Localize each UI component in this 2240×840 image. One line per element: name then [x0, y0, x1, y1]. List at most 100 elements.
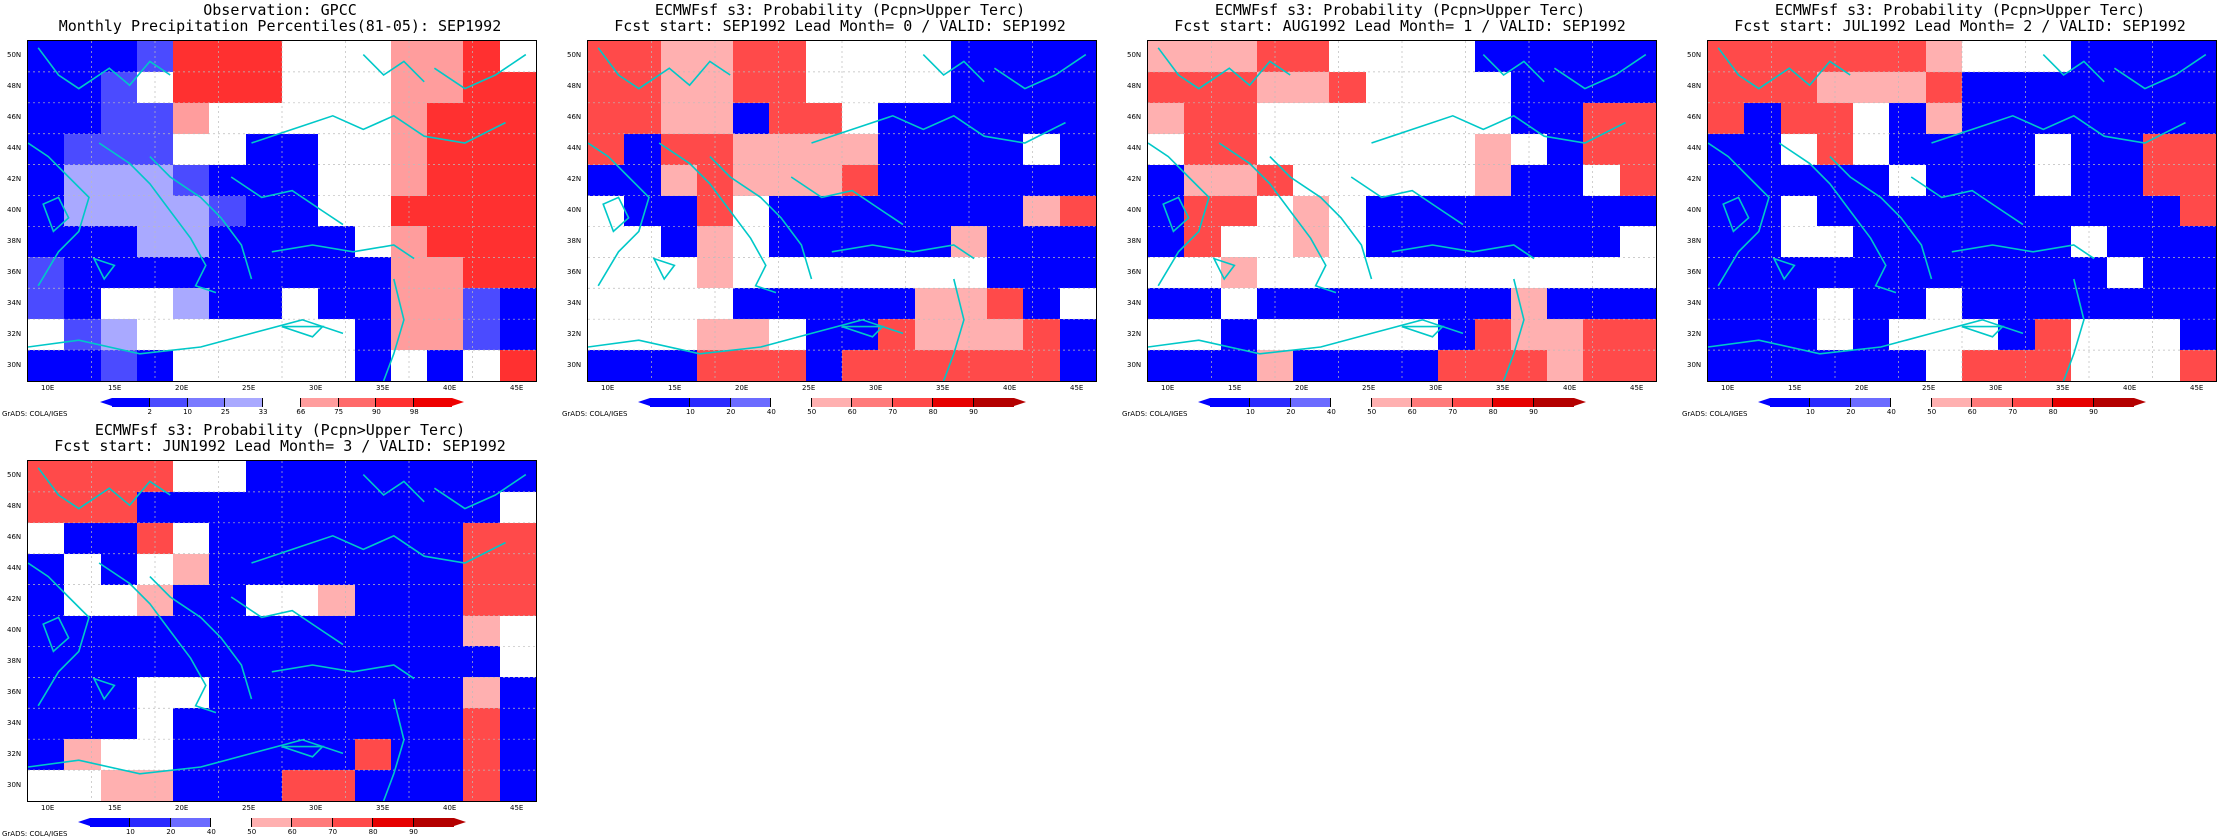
grid-cell	[427, 257, 464, 289]
grid-cell	[245, 195, 283, 227]
grid-cell	[28, 491, 65, 524]
grid-cell	[390, 350, 428, 381]
colorbar-label: 25	[220, 408, 230, 416]
grid-cell	[1365, 195, 1403, 227]
grid-cell	[588, 350, 625, 381]
grid-cell	[1780, 226, 1818, 258]
grid-cell	[1583, 288, 1621, 320]
coastline	[2113, 53, 2207, 90]
colorbar-segment	[1210, 398, 1251, 407]
grid-cell	[1547, 102, 1584, 135]
grid-cell	[209, 71, 247, 104]
grid-cell	[660, 164, 698, 197]
grid-cell	[318, 677, 356, 709]
grid-cell	[499, 226, 536, 258]
grid-cell	[209, 553, 247, 586]
grid-cell	[1438, 71, 1476, 104]
grid-cell	[2107, 257, 2144, 289]
grid-cell	[769, 41, 807, 73]
grid-cell	[1474, 195, 1512, 227]
grid-cell	[2070, 164, 2108, 197]
colorbar-segment	[292, 818, 333, 827]
colorbar-segment	[414, 398, 452, 407]
grid-cell	[660, 350, 698, 381]
grid-cell	[173, 553, 210, 586]
colorbar-label: 50	[1367, 408, 1377, 416]
grid-cell	[463, 133, 501, 166]
grid-cell	[100, 708, 138, 740]
grid-cell	[463, 71, 501, 104]
coastline	[1218, 142, 1337, 294]
grid-cell	[1438, 164, 1476, 197]
grid-cell	[987, 288, 1024, 320]
grid-cell	[1474, 319, 1512, 351]
grid-cell	[173, 461, 210, 493]
grid-cell	[2143, 257, 2181, 289]
grid-cell	[987, 257, 1024, 289]
grid-cell	[1547, 257, 1584, 289]
grid-cell	[1816, 133, 1854, 166]
grid-cell	[427, 319, 464, 351]
grid-cell	[209, 257, 247, 289]
grid-cell	[1329, 41, 1367, 73]
lat-label: 40N	[1127, 206, 1142, 214]
grid-cell	[1365, 319, 1403, 351]
colorbar-segment	[1290, 398, 1332, 407]
grid-cell	[463, 615, 501, 647]
grid-cell	[209, 102, 247, 135]
grid-cell	[1293, 350, 1330, 381]
lon-label: 25E	[1362, 384, 1376, 392]
grid-cell	[28, 553, 65, 586]
grid-cell	[1708, 288, 1745, 320]
map-area	[1707, 40, 2217, 382]
grid-cell	[1365, 226, 1403, 258]
grid-cell	[950, 133, 988, 166]
grid-cell	[64, 739, 102, 771]
grid-cell	[1925, 257, 1963, 289]
grid-cell	[1220, 319, 1258, 351]
grid-cell	[1293, 288, 1330, 320]
grid-cell	[1059, 195, 1096, 227]
grid-cell	[914, 257, 952, 289]
grid-cell	[1402, 226, 1439, 258]
grid-cell	[1962, 71, 1999, 104]
grid-cell	[1365, 350, 1403, 381]
coastline-overlay	[1708, 41, 2216, 381]
colorbar-segment	[1371, 398, 1413, 407]
grid-cell	[805, 41, 843, 73]
lat-label: 38N	[7, 656, 22, 665]
grid-cell	[463, 257, 501, 289]
coastline	[1148, 142, 1210, 287]
grid-cell	[1059, 71, 1096, 104]
coastline	[1829, 156, 1933, 280]
grid-cell	[245, 102, 283, 135]
grid-cell	[2179, 288, 2216, 320]
colorbar-segment	[1493, 398, 1534, 407]
grid-cell	[1744, 195, 1782, 227]
grid-cell	[1925, 195, 1963, 227]
coastline	[1148, 318, 1464, 355]
lon-label: 40E	[443, 804, 457, 812]
grid-cell	[245, 491, 283, 524]
grid-cell	[1744, 350, 1782, 381]
grads-credit: GrADS: COLA/IGES	[2, 830, 68, 838]
grid-cell	[499, 646, 536, 678]
grid-cell	[2143, 319, 2181, 351]
colorbar-label: 70	[328, 828, 338, 836]
grid-cell	[733, 350, 770, 381]
grid-cell	[950, 164, 988, 197]
colorbar-segment	[730, 398, 772, 407]
grid-cell	[842, 102, 879, 135]
colorbar-label: 40	[206, 828, 216, 836]
grid-cell	[878, 350, 916, 381]
lat-label: 46N	[7, 113, 22, 122]
grid-cell	[136, 739, 174, 771]
colorbar-label: 10	[685, 408, 695, 416]
coastline	[28, 142, 90, 287]
grid-cell	[28, 164, 65, 197]
colorbar-segment	[1810, 398, 1851, 407]
grads-credit: GrADS: COLA/IGES	[1682, 410, 1748, 418]
grid-cell	[878, 164, 916, 197]
lat-label: 34N	[567, 298, 582, 307]
colorbar-segment	[251, 818, 293, 827]
